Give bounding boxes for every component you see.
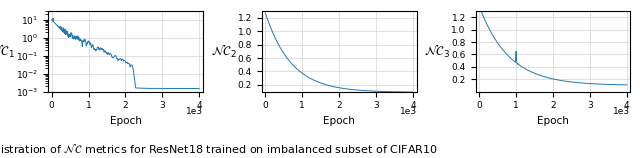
Y-axis label: $\mathcal{NC}_2$: $\mathcal{NC}_2$: [211, 43, 237, 60]
X-axis label: Epoch: Epoch: [109, 116, 141, 126]
X-axis label: Epoch: Epoch: [323, 116, 355, 126]
Y-axis label: $\mathcal{NC}_3$: $\mathcal{NC}_3$: [424, 43, 451, 60]
Text: 1e3: 1e3: [613, 107, 630, 116]
Text: istration of $\mathcal{NC}$ metrics for ResNet18 trained on imbalanced subset of: istration of $\mathcal{NC}$ metrics for …: [0, 142, 438, 155]
X-axis label: Epoch: Epoch: [537, 116, 569, 126]
Text: 1e3: 1e3: [186, 107, 203, 116]
Text: 1e3: 1e3: [399, 107, 417, 116]
Y-axis label: $\mathcal{NC}_1$: $\mathcal{NC}_1$: [0, 43, 15, 60]
